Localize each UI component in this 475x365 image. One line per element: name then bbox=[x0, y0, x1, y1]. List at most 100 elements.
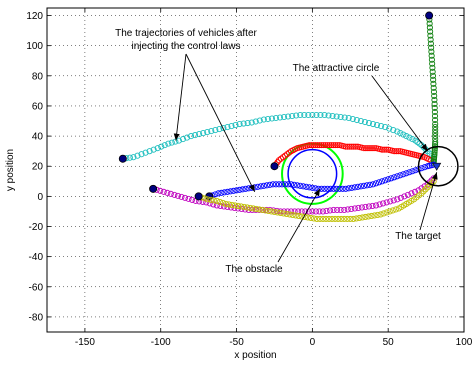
data-point bbox=[427, 36, 434, 43]
data-point bbox=[204, 129, 211, 136]
data-point bbox=[277, 209, 284, 216]
data-point bbox=[242, 185, 249, 192]
data-point bbox=[341, 206, 348, 213]
data-point bbox=[235, 202, 242, 209]
data-point bbox=[264, 115, 271, 123]
data-point bbox=[160, 188, 167, 195]
data-point bbox=[244, 204, 251, 211]
data-point bbox=[307, 214, 314, 222]
data-point bbox=[146, 148, 153, 155]
annotation-arrow bbox=[277, 188, 321, 263]
data-point bbox=[130, 154, 137, 161]
data-point bbox=[325, 215, 333, 223]
data-point bbox=[254, 183, 261, 190]
data-point bbox=[350, 143, 357, 150]
data-point bbox=[199, 198, 206, 205]
data-point bbox=[356, 214, 363, 222]
data-point bbox=[357, 183, 364, 190]
data-point bbox=[215, 190, 222, 197]
data-point bbox=[344, 215, 351, 223]
data-point bbox=[341, 114, 348, 121]
data-point bbox=[376, 179, 383, 186]
data-point bbox=[289, 211, 296, 219]
data-point bbox=[189, 196, 196, 203]
annotation-arrow bbox=[371, 75, 428, 152]
data-point bbox=[406, 169, 413, 176]
data-point bbox=[218, 189, 225, 196]
data-point bbox=[138, 151, 145, 158]
data-point bbox=[352, 143, 359, 150]
data-point bbox=[228, 122, 235, 130]
data-point bbox=[346, 143, 353, 150]
attractive-circle bbox=[417, 145, 459, 187]
data-point bbox=[134, 152, 141, 159]
data-point bbox=[400, 171, 407, 178]
x-tick-label: -100 bbox=[151, 337, 171, 348]
start-marker bbox=[425, 11, 434, 20]
data-point bbox=[362, 203, 369, 210]
data-point bbox=[348, 143, 355, 150]
grid-layer bbox=[47, 8, 465, 332]
data-point bbox=[322, 215, 330, 223]
data-point bbox=[429, 72, 436, 79]
data-point bbox=[269, 181, 276, 188]
x-axis-label: x position bbox=[234, 350, 276, 361]
data-point bbox=[266, 181, 273, 188]
data-point bbox=[188, 133, 195, 140]
data-point bbox=[365, 203, 373, 210]
data-point bbox=[430, 76, 437, 83]
data-point bbox=[224, 124, 231, 131]
data-point bbox=[327, 185, 334, 192]
data-point bbox=[330, 142, 337, 149]
data-point bbox=[412, 167, 419, 174]
data-point bbox=[272, 181, 280, 188]
plot-background bbox=[47, 8, 464, 332]
data-point bbox=[154, 145, 161, 152]
data-point bbox=[355, 204, 362, 211]
data-point bbox=[336, 185, 343, 192]
data-point bbox=[386, 208, 393, 215]
data-point bbox=[339, 185, 346, 192]
plot-layer bbox=[118, 11, 459, 223]
annotation-layer: The trajectories of vehicles after inject… bbox=[115, 28, 441, 275]
data-point bbox=[364, 145, 372, 152]
data-point bbox=[301, 111, 308, 119]
data-point bbox=[377, 211, 384, 218]
data-point bbox=[379, 146, 386, 153]
data-point bbox=[432, 127, 439, 134]
data-point bbox=[366, 181, 374, 188]
y-tick-label: 60 bbox=[32, 101, 44, 112]
start-marker bbox=[118, 154, 127, 163]
data-point bbox=[344, 143, 351, 150]
data-point bbox=[424, 184, 431, 191]
data-point bbox=[334, 142, 341, 149]
data-point bbox=[378, 122, 385, 130]
data-point bbox=[259, 206, 266, 213]
data-point bbox=[368, 212, 375, 220]
data-point bbox=[174, 192, 181, 199]
data-point bbox=[422, 186, 429, 193]
series-yellow bbox=[194, 178, 437, 223]
data-point bbox=[369, 181, 377, 188]
data-point bbox=[301, 213, 308, 221]
y-tick-label: 80 bbox=[32, 71, 44, 82]
start-marker bbox=[270, 162, 279, 171]
data-point bbox=[428, 44, 435, 51]
data-point bbox=[349, 115, 356, 123]
data-point bbox=[362, 213, 369, 221]
data-point bbox=[345, 185, 352, 192]
data-point bbox=[291, 181, 298, 188]
y-tick-label: 0 bbox=[37, 192, 43, 203]
data-point bbox=[368, 145, 376, 152]
data-point bbox=[213, 202, 220, 209]
data-point bbox=[350, 215, 357, 223]
target-marker bbox=[432, 162, 442, 171]
data-point bbox=[227, 188, 234, 195]
data-point bbox=[395, 148, 402, 155]
data-point bbox=[309, 111, 316, 119]
data-point bbox=[323, 207, 330, 214]
data-point bbox=[335, 215, 342, 223]
data-point bbox=[185, 195, 192, 202]
data-point bbox=[318, 142, 325, 149]
